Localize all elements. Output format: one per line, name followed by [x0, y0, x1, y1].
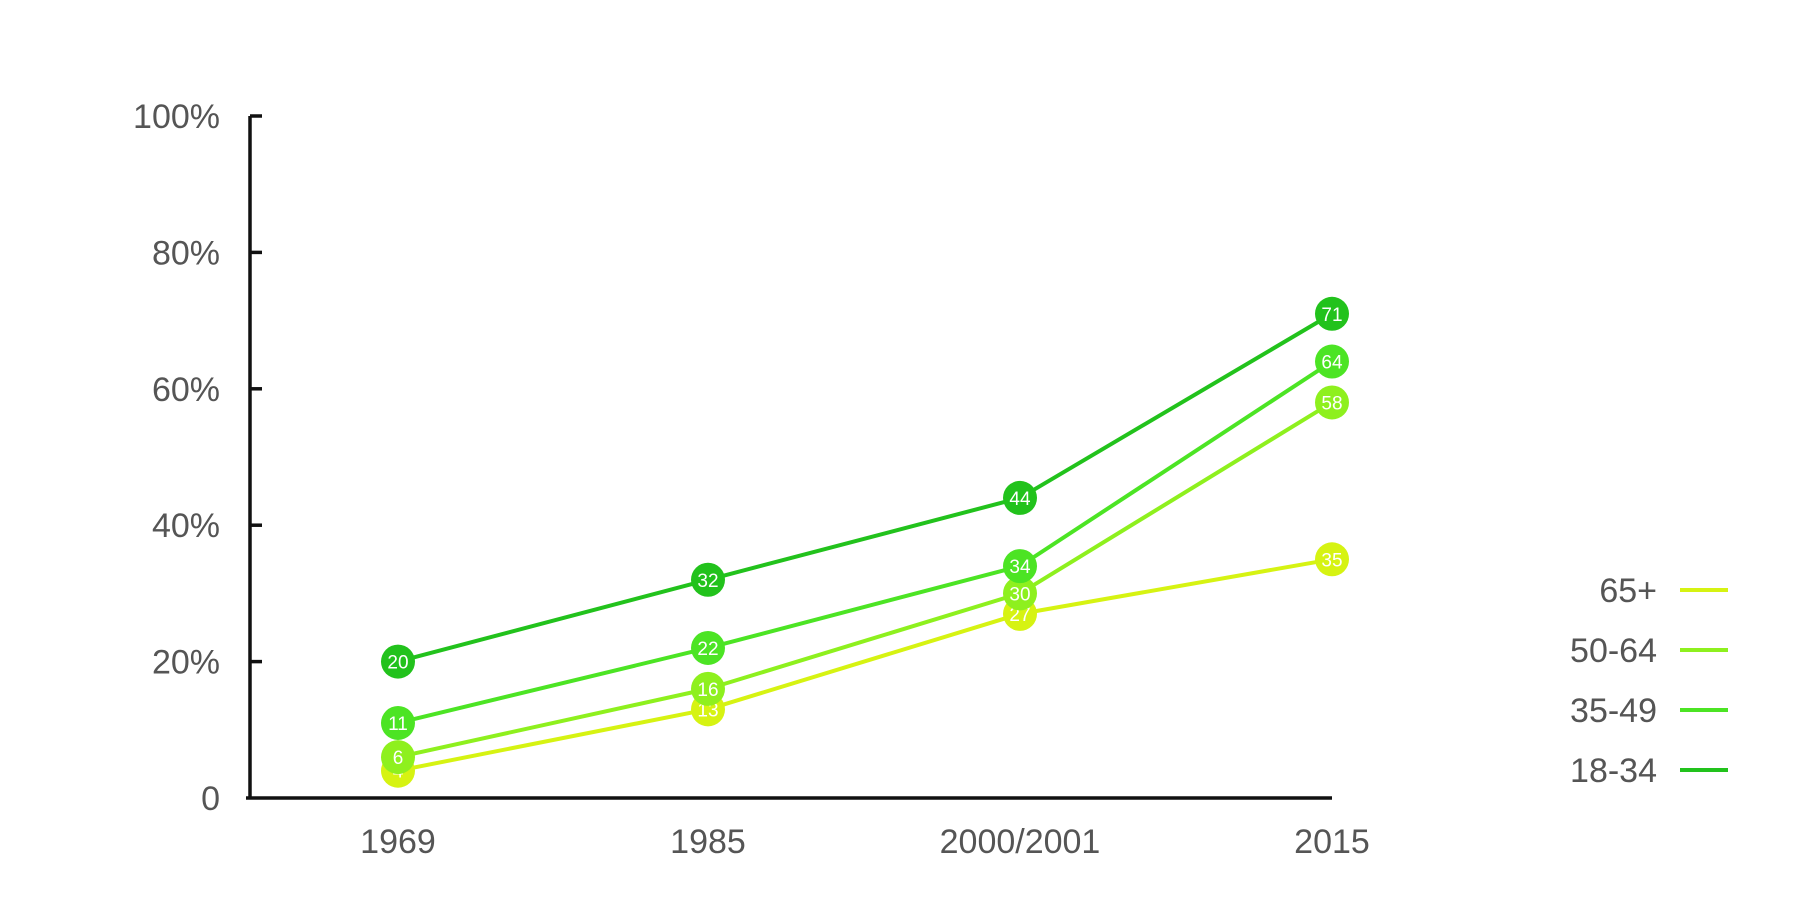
data-label-18-34-1969: 20 — [387, 653, 408, 674]
legend-label-35-49: 35-49 — [1570, 692, 1657, 730]
series-line-65+ — [397, 557, 1333, 773]
data-label-35-49-1969: 11 — [388, 714, 408, 735]
data-point-35-49-1985 — [691, 630, 725, 665]
data-point-35-49-1969 — [381, 705, 415, 740]
data-label-35-49-2015: 64 — [1321, 353, 1343, 374]
series-markers: 413273561630581122346420324471 — [381, 296, 1349, 788]
data-point-35-49-2015 — [1315, 344, 1349, 379]
data-point-50-64-1969 — [381, 740, 415, 775]
legend-label-65+: 65+ — [1599, 572, 1657, 610]
y-tick-label-3: 60% — [152, 371, 220, 409]
legend-label-18-34: 18-34 — [1570, 752, 1657, 790]
data-point-65+-2015 — [1315, 542, 1349, 577]
data-point-35-49-2000/2001 — [1003, 549, 1037, 584]
y-tick-label-2: 40% — [152, 507, 220, 545]
data-label-50-64-1985: 16 — [697, 680, 718, 701]
data-point-50-64-2015 — [1315, 385, 1349, 420]
y-tick-label-1: 20% — [152, 644, 220, 682]
data-label-65+-1985: 13 — [697, 700, 718, 721]
data-label-35-49-2000/2001: 34 — [1009, 557, 1031, 578]
axes: 0 20% 40% 60% 80% 100% 1969 1985 2000/2001 2015 — [133, 98, 1370, 861]
y-tick-label-0: 0 — [201, 780, 220, 818]
data-point-18-34-1985 — [691, 562, 725, 597]
legend: 65+ 50-64 35-49 18-34 — [1570, 572, 1728, 790]
series-line-18-34 — [397, 312, 1334, 664]
x-tick-label-1: 1985 — [670, 823, 746, 861]
data-label-50-64-2000/2001: 30 — [1009, 584, 1030, 605]
x-tick-label-0: 1969 — [360, 823, 436, 861]
data-label-50-64-1969: 6 — [393, 748, 404, 769]
series-line-50-64 — [397, 400, 1334, 760]
data-label-18-34-2000/2001: 44 — [1009, 489, 1031, 510]
data-label-18-34-2015: 71 — [1321, 305, 1342, 326]
data-label-50-64-2015: 58 — [1321, 393, 1342, 414]
data-label-65+-2015: 35 — [1321, 550, 1342, 571]
data-point-18-34-1969 — [381, 644, 415, 679]
data-point-18-34-2015 — [1315, 296, 1349, 331]
y-tick-label-4: 80% — [152, 234, 220, 272]
data-label-65+-2000/2001: 27 — [1009, 605, 1030, 626]
x-tick-label-3: 2015 — [1294, 823, 1370, 861]
data-label-35-49-1985: 22 — [697, 639, 718, 660]
data-point-50-64-1985 — [691, 671, 725, 706]
data-label-18-34-1985: 32 — [697, 571, 718, 592]
data-point-50-64-2000/2001 — [1003, 576, 1037, 611]
legend-label-50-64: 50-64 — [1570, 632, 1657, 670]
series-lines — [397, 312, 1334, 773]
series-line-35-49 — [397, 359, 1334, 725]
data-point-18-34-2000/2001 — [1003, 480, 1037, 515]
y-tick-label-5: 100% — [133, 98, 220, 136]
x-tick-label-2: 2000/2001 — [940, 823, 1101, 861]
